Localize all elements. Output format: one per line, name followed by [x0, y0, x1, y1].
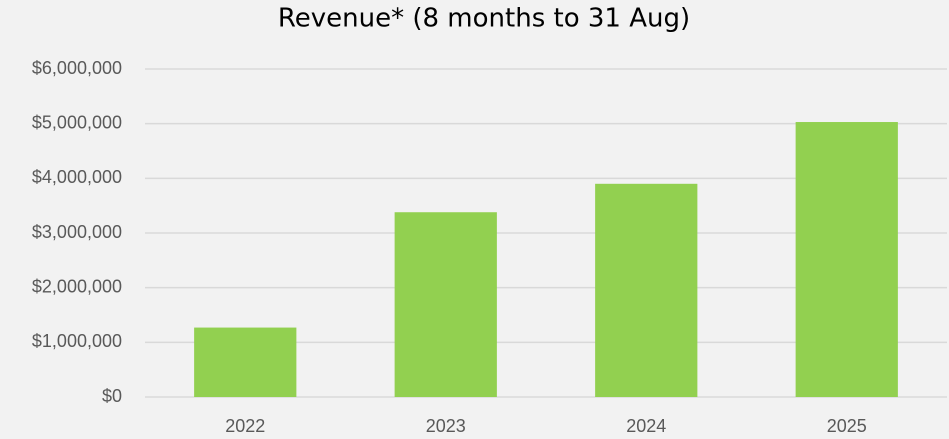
bar [394, 212, 497, 397]
y-tick-label: $1,000,000 [32, 331, 122, 351]
y-tick-label: $3,000,000 [32, 222, 122, 242]
x-tick-label: 2025 [827, 416, 867, 436]
bar [194, 327, 297, 397]
bar [795, 122, 898, 397]
y-tick-label: $4,000,000 [32, 167, 122, 187]
x-tick-label: 2023 [426, 416, 466, 436]
x-tick-label: 2022 [225, 416, 265, 436]
y-tick-label: $2,000,000 [32, 276, 122, 296]
x-tick-label: 2024 [626, 416, 666, 436]
y-tick-label: $0 [102, 386, 122, 406]
bar [595, 183, 698, 397]
y-tick-label: $5,000,000 [32, 112, 122, 132]
chart-title: Revenue* (8 months to 31 Aug) [278, 4, 690, 34]
y-tick-label: $6,000,000 [32, 58, 122, 78]
